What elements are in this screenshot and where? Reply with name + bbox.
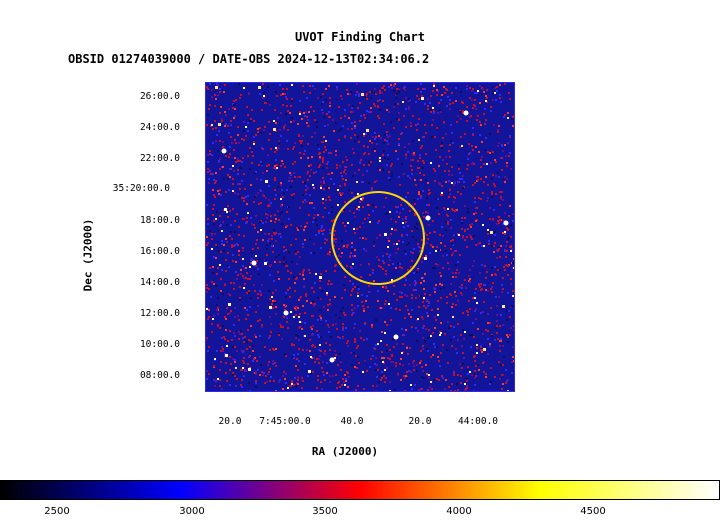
colorbar-tick-label: 3000	[179, 506, 205, 517]
y-axis-label: Dec (J2000)	[81, 218, 95, 292]
y-tick-label: 26:00.0	[139, 91, 180, 102]
image-field	[205, 82, 515, 392]
colorbar-tick-label: 4000	[446, 506, 472, 517]
chart-subtitle: OBSID 01274039000 / DATE-OBS 2024-12-13T…	[68, 52, 430, 66]
star-point	[463, 110, 469, 116]
colorbar-tick-label: 2500	[44, 506, 70, 517]
star-point	[251, 260, 257, 266]
colorbar-tick-label: 3500	[312, 506, 338, 517]
star-point	[503, 220, 509, 226]
x-axis-label: RA (J2000)	[311, 445, 379, 458]
y-tick-label: 18:00.0	[139, 215, 180, 226]
colorbar-tick-label: 4500	[580, 506, 606, 517]
x-tick-label: 7:45:00.0	[259, 416, 311, 427]
y-tick-label: 10:00.0	[139, 339, 180, 350]
star-point	[221, 148, 227, 154]
star-point	[283, 310, 289, 316]
x-tick-label: 40.0	[340, 416, 364, 427]
x-tick-label: 20.0	[218, 416, 242, 427]
star-point	[329, 357, 335, 363]
x-tick-label: 20.0	[408, 416, 432, 427]
chart-title: UVOT Finding Chart	[294, 30, 426, 44]
y-tick-label: 35:20:00.0	[112, 183, 170, 194]
x-tick-label: 44:00.0	[457, 416, 499, 427]
star-point	[393, 334, 399, 340]
y-tick-label: 12:00.0	[139, 308, 180, 319]
y-tick-label: 22:00.0	[139, 153, 180, 164]
star-point	[425, 215, 431, 221]
y-tick-label: 16:00.0	[139, 246, 180, 257]
y-tick-label: 24:00.0	[139, 122, 180, 133]
y-tick-label: 08:00.0	[139, 370, 180, 381]
source-region-circle	[331, 191, 425, 285]
y-tick-label: 14:00.0	[139, 277, 180, 288]
colorbar	[0, 480, 720, 500]
